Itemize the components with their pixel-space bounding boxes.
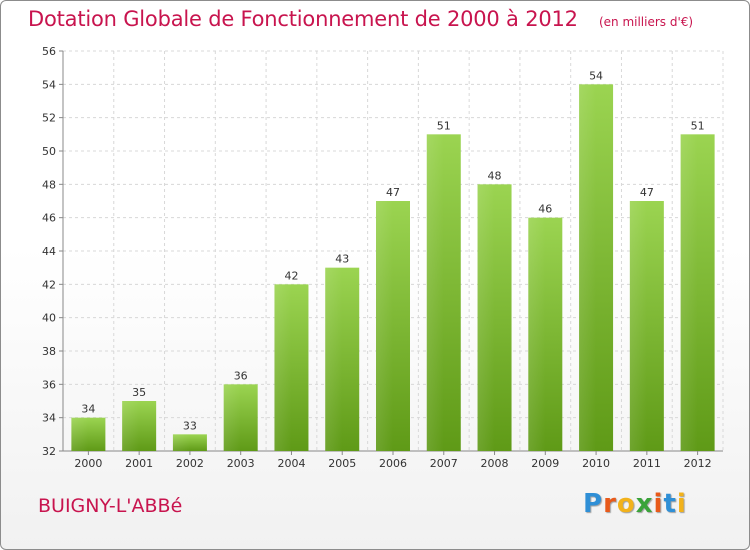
y-tick-label: 32 bbox=[42, 445, 56, 458]
logo-letter: o bbox=[616, 489, 636, 519]
y-tick-label: 56 bbox=[42, 45, 56, 58]
x-tick-label: 2006 bbox=[379, 457, 407, 470]
logo-letter: i bbox=[653, 489, 664, 519]
y-tick-label: 44 bbox=[42, 245, 56, 258]
logo-letter: r bbox=[603, 489, 617, 519]
bar-highlight bbox=[426, 134, 444, 452]
x-tick-label: 2003 bbox=[227, 457, 255, 470]
title-block: Dotation Globale de Fonctionnement de 20… bbox=[28, 7, 693, 31]
x-tick-label: 2007 bbox=[430, 457, 458, 470]
bars bbox=[71, 84, 715, 452]
y-tick-label: 48 bbox=[42, 178, 56, 191]
y-tick-label: 46 bbox=[42, 212, 56, 225]
x-tick-label: 2010 bbox=[582, 457, 610, 470]
x-tick-label: 2004 bbox=[277, 457, 305, 470]
logo-letter: P bbox=[583, 489, 604, 519]
y-tick-label: 52 bbox=[42, 112, 56, 125]
x-tick-label: 2011 bbox=[633, 457, 661, 470]
data-label: 47 bbox=[640, 186, 654, 199]
bar-highlight bbox=[680, 134, 698, 452]
bar-highlight bbox=[172, 434, 190, 451]
data-label: 46 bbox=[538, 203, 552, 216]
logo-letter: t bbox=[663, 489, 677, 519]
bar-highlight bbox=[579, 84, 597, 451]
data-label: 51 bbox=[437, 119, 451, 132]
commune-name: BUIGNY-L'ABBé bbox=[38, 495, 183, 517]
x-tick-label: 2009 bbox=[531, 457, 559, 470]
bar-highlight bbox=[376, 201, 393, 451]
y-tick-label: 34 bbox=[42, 412, 56, 425]
x-tick-label: 2001 bbox=[125, 457, 153, 470]
x-tick-label: 2002 bbox=[176, 457, 204, 470]
bar-highlight bbox=[122, 401, 140, 451]
data-label: 34 bbox=[81, 403, 95, 416]
proxiti-logo: Proxiti bbox=[583, 489, 687, 519]
y-tick-label: 36 bbox=[42, 378, 56, 391]
logo-letter: x bbox=[635, 489, 654, 519]
bar-highlight bbox=[71, 417, 89, 451]
x-tick-label: 2005 bbox=[328, 457, 356, 470]
data-label: 43 bbox=[335, 253, 349, 266]
data-label: 36 bbox=[234, 369, 248, 382]
bar-highlight bbox=[325, 267, 343, 451]
data-label: 54 bbox=[589, 69, 603, 82]
bar-highlight bbox=[528, 217, 546, 451]
bar-highlight bbox=[477, 184, 495, 452]
x-tick-label: 2008 bbox=[481, 457, 509, 470]
data-label: 35 bbox=[132, 386, 146, 399]
page-subtitle: (en milliers d'€) bbox=[598, 15, 694, 29]
data-label: 33 bbox=[183, 419, 197, 432]
page-title: Dotation Globale de Fonctionnement de 20… bbox=[28, 7, 578, 31]
data-label: 42 bbox=[284, 269, 298, 282]
y-tick-label: 38 bbox=[42, 345, 56, 358]
y-tick-label: 40 bbox=[42, 312, 56, 325]
data-label: 48 bbox=[488, 169, 502, 182]
y-tick-label: 42 bbox=[42, 278, 56, 291]
data-label: 51 bbox=[691, 119, 705, 132]
x-tick-label: 2012 bbox=[684, 457, 712, 470]
x-tick-label: 2000 bbox=[74, 457, 102, 470]
bar-highlight bbox=[274, 284, 292, 451]
y-tick-label: 50 bbox=[42, 145, 56, 158]
labels: 34 2000 35 2001 33 2002 36 2003 42 2004 43 2005 47 20… bbox=[74, 69, 711, 470]
y-tick-label: 54 bbox=[42, 78, 56, 91]
bar-highlight bbox=[629, 201, 647, 451]
logo-letter: i bbox=[676, 489, 687, 519]
bar-highlight bbox=[223, 384, 241, 451]
data-label: 47 bbox=[386, 186, 400, 199]
